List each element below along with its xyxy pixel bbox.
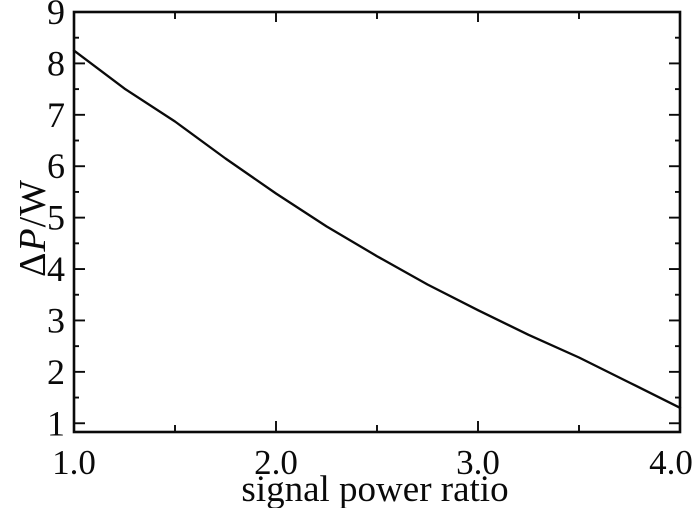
- axes-box: [72, 10, 682, 434]
- y-axis-title-unit: /W: [12, 178, 54, 228]
- data-curve: [72, 49, 682, 409]
- x-axis-title: signal power ratio: [241, 469, 509, 508]
- y-tick-label: 6: [47, 146, 65, 186]
- y-tick-label: 2: [47, 352, 65, 392]
- y-tick-label: 4: [47, 249, 65, 289]
- x-tick-label: 3.0: [456, 443, 500, 482]
- y-tick-label: 3: [47, 300, 65, 340]
- y-tick-label: 7: [47, 95, 65, 135]
- x-tick-label: 2.0: [254, 443, 298, 482]
- y-tick-label: 5: [47, 198, 65, 238]
- x-tick-label: 4.0: [649, 443, 693, 482]
- y-axis-title: ΔP/W: [12, 178, 54, 278]
- y-tick-label: 1: [47, 403, 65, 443]
- y-tick-label: 9: [47, 0, 65, 32]
- y-tick-label: 8: [47, 43, 65, 83]
- y-axis-title-symbol: P: [12, 227, 54, 252]
- y-axis-title-delta: Δ: [12, 251, 54, 278]
- x-tick-label: 1.0: [52, 443, 96, 482]
